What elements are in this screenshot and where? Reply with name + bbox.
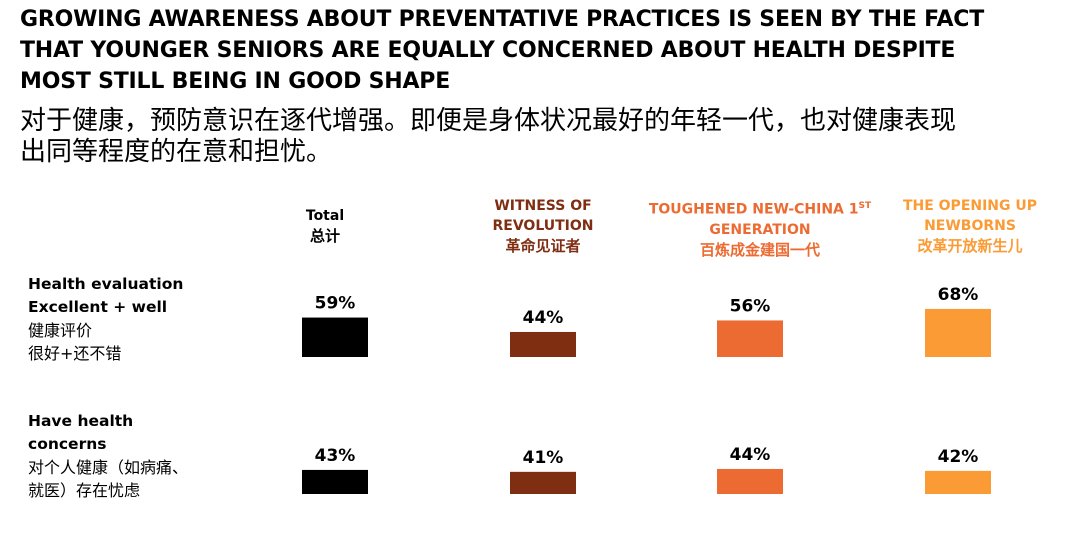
row-label-en: Health evaluation [28,275,184,293]
column-header-en: Total [305,208,345,224]
bar [510,471,576,494]
title-cn-line: 对于健康，预防意识在逐代增强。即便是身体状况最好的年轻一代，也对健康表现 [20,106,957,136]
bar [717,468,783,494]
column-header-cn: 百炼成金建国一代 [699,240,820,259]
row-label-cn: 健康评价 [28,321,93,340]
column-header-cn: 改革开放新生儿 [917,237,1023,255]
bar [302,469,368,494]
row-label-cn: 很好+还不错 [28,344,122,363]
column-header-total: Total 总计 [285,206,365,246]
column-header-cn: 革命见证者 [505,237,581,255]
bar [925,470,991,494]
row-label-cn: 对个人健康（如病痛、 [28,458,189,477]
bar [717,320,783,357]
row-label-health-concerns: Have health concerns 对个人健康（如病痛、 就医）存在忧虑 [28,410,188,502]
column-header-opening: THE OPENING UP NEWBORNS 改革开放新生儿 [880,196,1060,256]
title-en-line: THAT YOUNGER SENIORS ARE EQUALLY CONCERN… [20,38,956,63]
column-header-en: NEWBORNS [924,218,1016,234]
column-header-en: REVOLUTION [492,218,594,234]
chart-title-cn: 对于健康，预防意识在逐代增强。即便是身体状况最好的年轻一代，也对健康表现 出同等… [20,106,1075,168]
row-label-en: Have health [28,412,134,430]
column-header-en: WITNESS OF [494,198,592,214]
title-en-line: GROWING AWARENESS ABOUT PREVENTATIVE PRA… [20,7,985,32]
row-label-health-evaluation: Health evaluation Excellent + well 健康评价 … [28,273,183,365]
column-header-en: GENERATION [709,221,811,238]
data-label: 59% [315,294,356,314]
title-cn-line: 出同等程度的在意和担忧。 [20,137,333,167]
data-label: 43% [315,446,356,466]
title-en-line: MOST STILL BEING IN GOOD SHAPE [20,69,451,94]
bar [925,308,991,357]
row-label-cn: 就医）存在忧虑 [28,481,141,500]
data-label: 56% [730,296,771,316]
column-header-en: TOUGHENED NEW-CHINA 1ST [648,201,872,218]
column-header-toughened: TOUGHENED NEW-CHINA 1ST GENERATION 百炼成金建… [640,196,880,260]
column-header-cn: 总计 [309,227,340,245]
data-label: 68% [938,285,979,305]
data-label: 44% [730,445,771,465]
bar [302,317,368,357]
data-label: 41% [523,448,564,468]
data-label: 44% [523,308,564,328]
superscript-st: ST [858,201,872,211]
data-label: 42% [938,447,979,467]
column-header-en: THE OPENING UP [902,198,1038,214]
chart-title-en: GROWING AWARENESS ABOUT PREVENTATIVE PRA… [20,4,1070,97]
row-label-en: Excellent + well [28,298,168,316]
column-header-witness: WITNESS OF REVOLUTION 革命见证者 [453,196,633,256]
row-label-en: concerns [28,435,107,453]
bar [510,331,576,357]
